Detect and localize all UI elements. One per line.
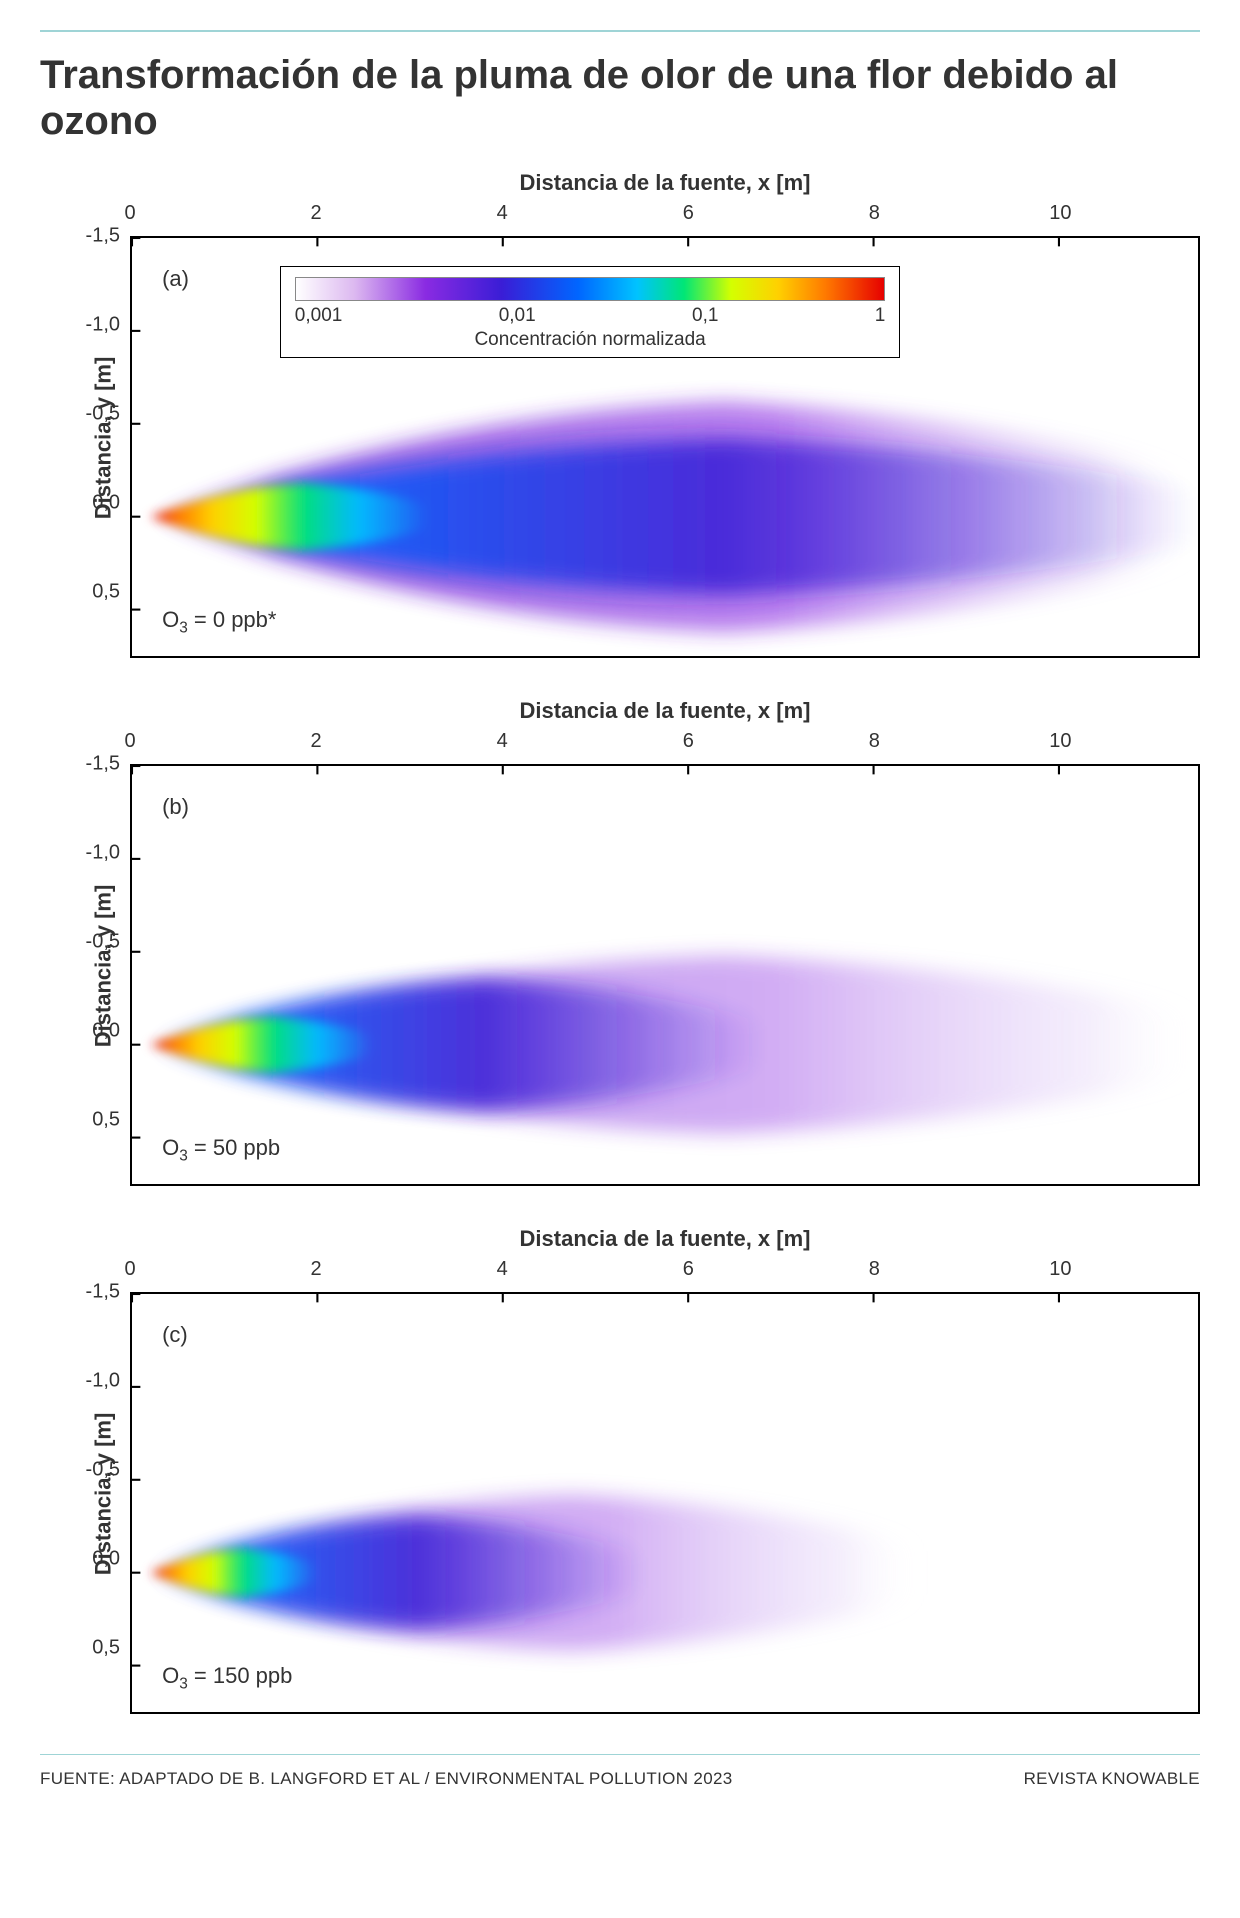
panels-container: Distancia de la fuente, x [m]0246810-1,5…: [40, 170, 1200, 1714]
x-tick-label: 10: [1049, 1258, 1071, 1281]
y-tick-label: -1,5: [86, 753, 120, 776]
colorbar-legend: 0,001 0,01 0,1 1Concentración normalizada: [280, 266, 901, 358]
panel-letter: (b): [162, 794, 189, 820]
plot-row: -1,5-1,0-0,50,00,5 (b) O3 = 50 ppb: [40, 764, 1200, 1186]
y-axis-title: Distancia, y [m]: [90, 357, 116, 520]
x-tick-label: 8: [869, 1258, 880, 1281]
x-tick-label: 6: [683, 202, 694, 225]
panel-a: Distancia de la fuente, x [m] 0 2 4 6 8 10 -1,5…: [40, 170, 1200, 658]
colorbar-ticks: 0,001 0,01 0,1 1: [295, 305, 886, 327]
x-tick-label: 4: [497, 730, 508, 753]
x-axis-ticks: 0246810: [130, 1258, 1200, 1292]
ozone-label: O3 = 50 ppb: [162, 1135, 280, 1165]
x-tick-label: 2: [311, 1258, 322, 1281]
x-tick-label: 2: [311, 730, 322, 753]
ozone-label: O3 = 150 ppb: [162, 1663, 292, 1693]
x-axis-title: Distancia de la fuente, x [m]: [130, 170, 1200, 196]
y-axis-title: Distancia, y [m]: [90, 1413, 116, 1576]
plot-row: -1,5-1,0-0,50,00,5 (c) O3 = 150 ppb: [40, 1292, 1200, 1714]
colorbar-title: Concentración normalizada: [295, 329, 886, 351]
x-tick-label: 6: [683, 1258, 694, 1281]
plume-chart: [130, 1292, 1200, 1714]
y-axis-ticks: -1,5-1,0-0,50,00,5: [40, 764, 130, 1164]
panel-letter: (c): [162, 1322, 188, 1348]
x-tick-label: 2: [311, 202, 322, 225]
y-tick-label: 0,5: [92, 580, 120, 603]
y-tick-label: 0,5: [92, 1636, 120, 1659]
figure-title: Transformación de la pluma de olor de un…: [40, 52, 1200, 144]
y-tick-label: -1,5: [86, 1281, 120, 1304]
plume-chart: [130, 764, 1200, 1186]
x-tick-label: 4: [497, 202, 508, 225]
x-tick-label: 8: [869, 202, 880, 225]
x-tick-label: 10: [1049, 202, 1071, 225]
panel-c: Distancia de la fuente, x [m] 0 2 4 6 8 10 -1,5…: [40, 1226, 1200, 1714]
panel-b: Distancia de la fuente, x [m] 0 2 4 6 8 10 -1,5…: [40, 698, 1200, 1186]
plot-row: -1,5-1,0-0,50,00,5(a)O3 = 0 ppb*0,0010,0…: [40, 236, 1200, 658]
plot-area: (c) O3 = 150 ppb: [130, 1292, 1200, 1714]
x-tick-label: 4: [497, 1258, 508, 1281]
y-axis-title: Distancia, y [m]: [90, 885, 116, 1048]
x-tick-label: 8: [869, 730, 880, 753]
colorbar-tick-label: 0,1: [692, 305, 718, 327]
colorbar-tick-label: 1: [875, 305, 886, 327]
y-tick-label: -1,0: [86, 313, 120, 336]
plot-area: (a) O3 = 0 ppb* 0,001 0,01 0,1 1Concentración…: [130, 236, 1200, 658]
colorbar-gradient: [295, 277, 886, 301]
y-tick-label: -1,0: [86, 841, 120, 864]
ozone-label: O3 = 0 ppb*: [162, 607, 276, 637]
colorbar-tick-label: 0,01: [499, 305, 536, 327]
plot-area: (b) O3 = 50 ppb: [130, 764, 1200, 1186]
figure-footer: FUENTE: ADAPTADO DE B. LANGFORD ET AL / …: [40, 1754, 1200, 1789]
x-axis-ticks: 0246810: [130, 202, 1200, 236]
x-tick-label: 0: [124, 202, 135, 225]
x-axis-title: Distancia de la fuente, x [m]: [130, 698, 1200, 724]
x-tick-label: 0: [124, 1258, 135, 1281]
y-tick-label: 0,5: [92, 1108, 120, 1131]
colorbar-tick-label: 0,001: [295, 305, 343, 327]
top-rule: [40, 30, 1200, 32]
footer-source: FUENTE: ADAPTADO DE B. LANGFORD ET AL / …: [40, 1769, 733, 1789]
panel-letter: (a): [162, 266, 189, 292]
x-tick-label: 0: [124, 730, 135, 753]
x-axis-ticks: 0246810: [130, 730, 1200, 764]
x-tick-label: 6: [683, 730, 694, 753]
footer-publisher: REVISTA KNOWABLE: [1024, 1769, 1200, 1789]
y-axis-ticks: -1,5-1,0-0,50,00,5: [40, 236, 130, 636]
x-axis-title: Distancia de la fuente, x [m]: [130, 1226, 1200, 1252]
figure-page: Transformación de la pluma de olor de un…: [0, 0, 1240, 1809]
y-tick-label: -1,0: [86, 1369, 120, 1392]
x-tick-label: 10: [1049, 730, 1071, 753]
y-axis-ticks: -1,5-1,0-0,50,00,5: [40, 1292, 130, 1692]
y-tick-label: -1,5: [86, 225, 120, 248]
